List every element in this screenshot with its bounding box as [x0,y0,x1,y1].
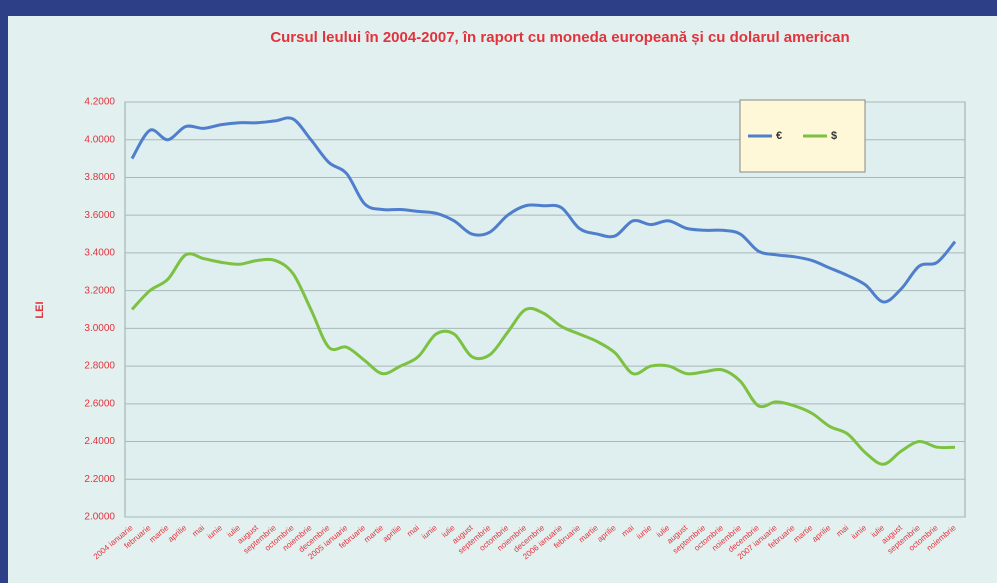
y-tick-label: 3.8000 [84,172,115,183]
legend-label: € [776,130,782,142]
series-line [130,252,956,466]
series-line [130,116,957,304]
chart-title: Cursul leului în 2004-2007, în raport cu… [270,29,849,46]
legend-label: $ [831,130,837,142]
y-tick-label: 4.0000 [84,134,115,145]
y-axis-label: LEI [34,301,46,318]
y-tick-label: 2.0000 [84,512,115,523]
y-tick-label: 3.2000 [84,285,115,296]
y-tick-label: 2.2000 [84,474,115,485]
y-tick-label: 3.0000 [84,323,115,334]
y-tick-label: 2.4000 [84,436,115,447]
y-tick-label: 2.6000 [84,398,115,409]
y-tick-label: 3.4000 [84,248,115,259]
y-tick-label: 4.2000 [84,97,115,108]
y-tick-label: 2.8000 [84,361,115,372]
y-tick-label: 3.6000 [84,210,115,221]
